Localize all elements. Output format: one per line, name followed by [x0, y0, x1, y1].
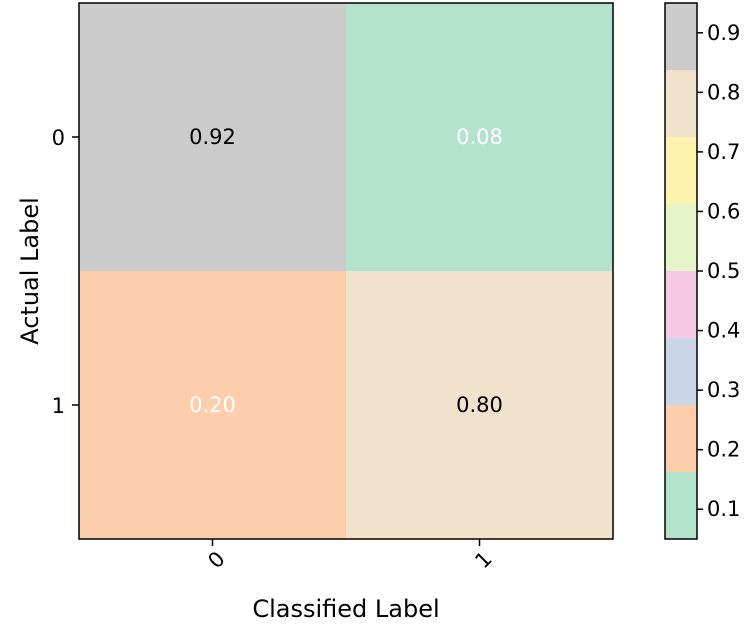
- colorbar-tick-label: 0.8: [707, 80, 740, 104]
- colorbar-tick-label: 0.7: [707, 140, 740, 164]
- y-axis-label: Actual Label: [16, 197, 44, 345]
- cell-value-label: 0.92: [189, 125, 236, 149]
- colorbar-tick-label: 0.3: [707, 378, 740, 402]
- cell-value-label: 0.20: [189, 393, 236, 417]
- plot-frame: [78, 2, 614, 540]
- heatmap-cell: [79, 271, 346, 539]
- colorbar-tick-label: 0.1: [707, 497, 740, 521]
- colorbar-tick-label: 0.5: [707, 259, 740, 283]
- colorbar-band: [665, 137, 697, 204]
- colorbar-band: [665, 3, 697, 70]
- heatmap-cell: [346, 271, 613, 539]
- colorbar-band: [665, 70, 697, 137]
- cell-value-label: 0.80: [456, 393, 503, 417]
- colorbar-band: [665, 271, 697, 338]
- y-tick-label: 0: [52, 126, 65, 150]
- colorbar-tick-label: 0.6: [707, 199, 740, 223]
- colorbar: 0.1 0.2 0.3 0.4 0.5 0.6 0.7 0.8 0.9: [664, 2, 740, 540]
- heatmap-cells: 0.92 0.08 0.20 0.80: [79, 3, 613, 539]
- y-tick-label: 1: [52, 394, 65, 418]
- colorbar-tick-label: 0.9: [707, 21, 740, 45]
- colorbar-band: [665, 338, 697, 405]
- y-axis-ticks: 01: [52, 126, 79, 418]
- colorbar-tick-label: 0.4: [707, 319, 740, 343]
- heatmap-cell: [79, 3, 346, 271]
- colorbar-band: [665, 472, 697, 539]
- heatmap-cell: [346, 3, 613, 271]
- x-axis-label: Classified Label: [252, 595, 439, 623]
- cell-value-label: 0.08: [456, 125, 503, 149]
- x-tick-label: 0: [203, 547, 229, 573]
- colorbar-tick-label: 0.2: [707, 438, 740, 462]
- colorbar-band: [665, 204, 697, 271]
- x-tick-label: 1: [470, 547, 496, 573]
- colorbar-band: [665, 405, 697, 472]
